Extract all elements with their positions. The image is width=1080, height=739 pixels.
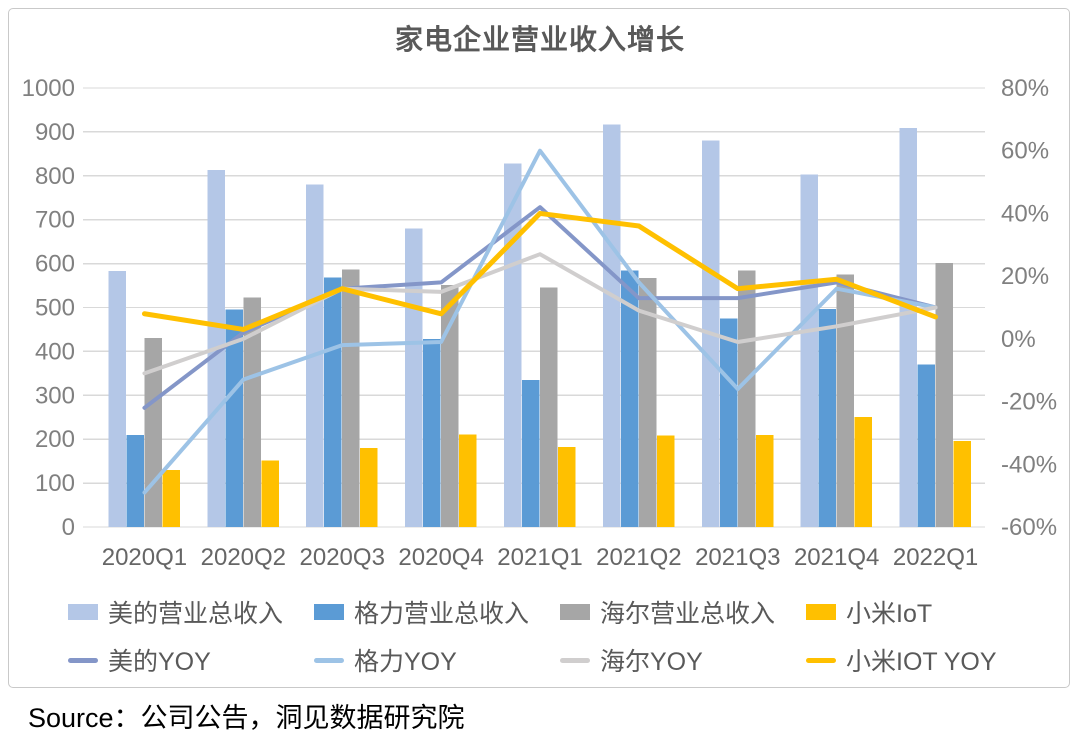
left-tick: 0	[62, 514, 75, 541]
legend-bar-series: 美的营业总收入 格力营业总收入 海尔营业总收入 小米IoT	[68, 596, 1068, 628]
bar-gree-2021Q3	[719, 318, 738, 527]
bar-xiaomi-2020Q4	[459, 434, 477, 527]
right-tick: -60%	[1001, 514, 1057, 541]
chart-title: 家电企业营业收入增长	[394, 24, 685, 55]
bar-swatch-haier	[560, 604, 590, 620]
x-axis-labels: 2020Q1 2020Q2 2020Q3 2020Q4 2021Q1 2021Q2 2021…	[102, 544, 979, 571]
bar-gree-2020Q1	[126, 435, 144, 527]
bar-midea-2021Q2	[602, 124, 621, 527]
line-swatch-xiaomi	[806, 657, 836, 663]
bar-haier-2020Q3	[342, 269, 360, 527]
bar-midea-2021Q1	[504, 163, 522, 527]
legend-item-haier-yoy: 海尔YOY	[560, 642, 806, 678]
bar-gree-2020Q3	[324, 277, 342, 527]
legend-label: 海尔营业总收入	[600, 600, 776, 628]
bar-haier-2020Q4	[441, 285, 459, 527]
x-label: 2021Q3	[695, 544, 780, 571]
bar-gree-2021Q1	[522, 379, 540, 527]
left-tick: 100	[35, 470, 75, 497]
legend-line-series: 美的YOY 格力YOY 海尔YOY 小米IOT YOY	[68, 644, 1068, 676]
bar-midea-2021Q4	[800, 174, 819, 527]
bar-xiaomi-2020Q1	[162, 469, 180, 527]
bar-xiaomi-2020Q2	[261, 460, 279, 527]
bar-xiaomi-2022Q1	[953, 440, 972, 527]
bars-gree	[126, 270, 936, 527]
right-tick: -20%	[1001, 389, 1057, 416]
bar-xiaomi-2021Q4	[854, 416, 873, 527]
legend-item-gree-yoy: 格力YOY	[314, 642, 560, 678]
x-label: 2020Q4	[398, 544, 483, 571]
bar-xiaomi-2021Q3	[755, 434, 774, 527]
source-note: Source：公司公告，洞见数据研究院	[28, 703, 465, 733]
bar-haier-2022Q1	[935, 263, 954, 527]
legend-label: 美的YOY	[108, 648, 211, 676]
bar-xiaomi-2021Q1	[558, 447, 576, 527]
bar-gree-2022Q1	[917, 364, 936, 527]
left-tick: 700	[35, 207, 75, 234]
bar-swatch-midea	[68, 604, 98, 620]
line-gree-yoy	[142, 148, 938, 495]
legend-item-midea: 美的营业总收入	[68, 594, 314, 630]
right-tick: 40%	[1001, 200, 1049, 227]
bar-midea-2020Q4	[405, 228, 423, 528]
legend-item-xiaomi-yoy: 小米IOT YOY	[806, 642, 1052, 678]
left-tick: 800	[35, 163, 75, 190]
left-tick: 400	[35, 338, 75, 365]
line-xiaomi-yoy	[141, 210, 939, 332]
bar-midea-2020Q1	[108, 271, 126, 527]
legend-label: 美的营业总收入	[108, 600, 284, 628]
line-swatch-haier	[560, 657, 590, 663]
bars-haier	[144, 263, 954, 527]
left-tick: 900	[35, 119, 75, 146]
legend-label: 格力YOY	[354, 648, 457, 676]
x-label: 2021Q2	[596, 544, 681, 571]
x-label: 2020Q1	[102, 544, 187, 571]
line-haier-yoy	[142, 252, 938, 376]
left-tick: 300	[35, 382, 75, 409]
left-tick: 600	[35, 251, 75, 278]
bar-haier-2020Q2	[243, 297, 261, 527]
x-label: 2021Q4	[794, 544, 879, 571]
bar-haier-2021Q4	[836, 274, 855, 527]
x-label: 2022Q1	[893, 544, 978, 571]
bar-haier-2021Q2	[638, 278, 657, 527]
bar-swatch-xiaomi	[806, 604, 836, 620]
left-tick: 1000	[22, 75, 75, 102]
legend-label: 小米IoT	[846, 600, 933, 628]
legend-label: 海尔YOY	[600, 648, 703, 676]
legend-label: 格力营业总收入	[354, 600, 530, 628]
legend-item-midea-yoy: 美的YOY	[68, 642, 314, 678]
legend-item-gree: 格力营业总收入	[314, 594, 560, 630]
right-tick: 20%	[1001, 263, 1049, 290]
x-label: 2021Q1	[497, 544, 582, 571]
bars-xiaomi	[162, 416, 972, 527]
right-tick: 80%	[1001, 75, 1049, 102]
legend-item-xiaomi: 小米IoT	[806, 594, 1052, 630]
line-swatch-gree	[314, 657, 344, 663]
x-label: 2020Q3	[300, 544, 385, 571]
line-swatch-midea	[68, 657, 98, 663]
chart-frame	[8, 8, 1070, 688]
bar-gree-2021Q4	[818, 308, 837, 527]
right-tick: 60%	[1001, 138, 1049, 165]
bar-gree-2021Q2	[620, 270, 639, 527]
bar-midea-2022Q1	[899, 127, 918, 527]
legend-label: 小米IOT YOY	[846, 648, 997, 676]
bar-haier-2021Q1	[540, 287, 558, 527]
right-tick: -40%	[1001, 451, 1057, 478]
bar-gree-2020Q4	[423, 339, 441, 527]
x-label: 2020Q2	[201, 544, 286, 571]
left-tick: 200	[35, 426, 75, 453]
legend-item-haier: 海尔营业总收入	[560, 594, 806, 630]
right-axis-ticks: -60% -40% -20% 0% 20% 40% 60% 80%	[1001, 75, 1057, 541]
left-axis-ticks: 0 100 200 300 400 500 600 700 800 900 1000	[22, 75, 75, 541]
bar-swatch-gree	[314, 604, 344, 620]
bar-xiaomi-2021Q2	[656, 435, 675, 527]
bar-gree-2020Q2	[225, 309, 243, 527]
bar-xiaomi-2020Q3	[360, 447, 378, 527]
bar-haier-2021Q3	[737, 270, 756, 527]
right-tick: 0%	[1001, 326, 1036, 353]
left-tick: 500	[35, 295, 75, 322]
